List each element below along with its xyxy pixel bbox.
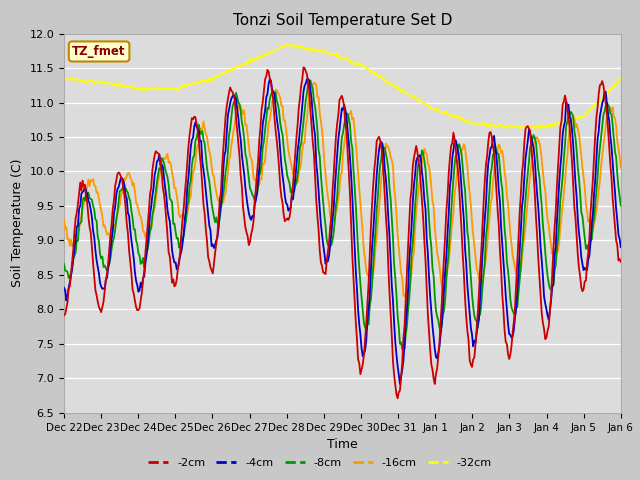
X-axis label: Time: Time bbox=[327, 438, 358, 451]
Y-axis label: Soil Temperature (C): Soil Temperature (C) bbox=[11, 159, 24, 288]
Text: TZ_fmet: TZ_fmet bbox=[72, 45, 126, 58]
Title: Tonzi Soil Temperature Set D: Tonzi Soil Temperature Set D bbox=[233, 13, 452, 28]
Legend: -2cm, -4cm, -8cm, -16cm, -32cm: -2cm, -4cm, -8cm, -16cm, -32cm bbox=[144, 453, 496, 472]
